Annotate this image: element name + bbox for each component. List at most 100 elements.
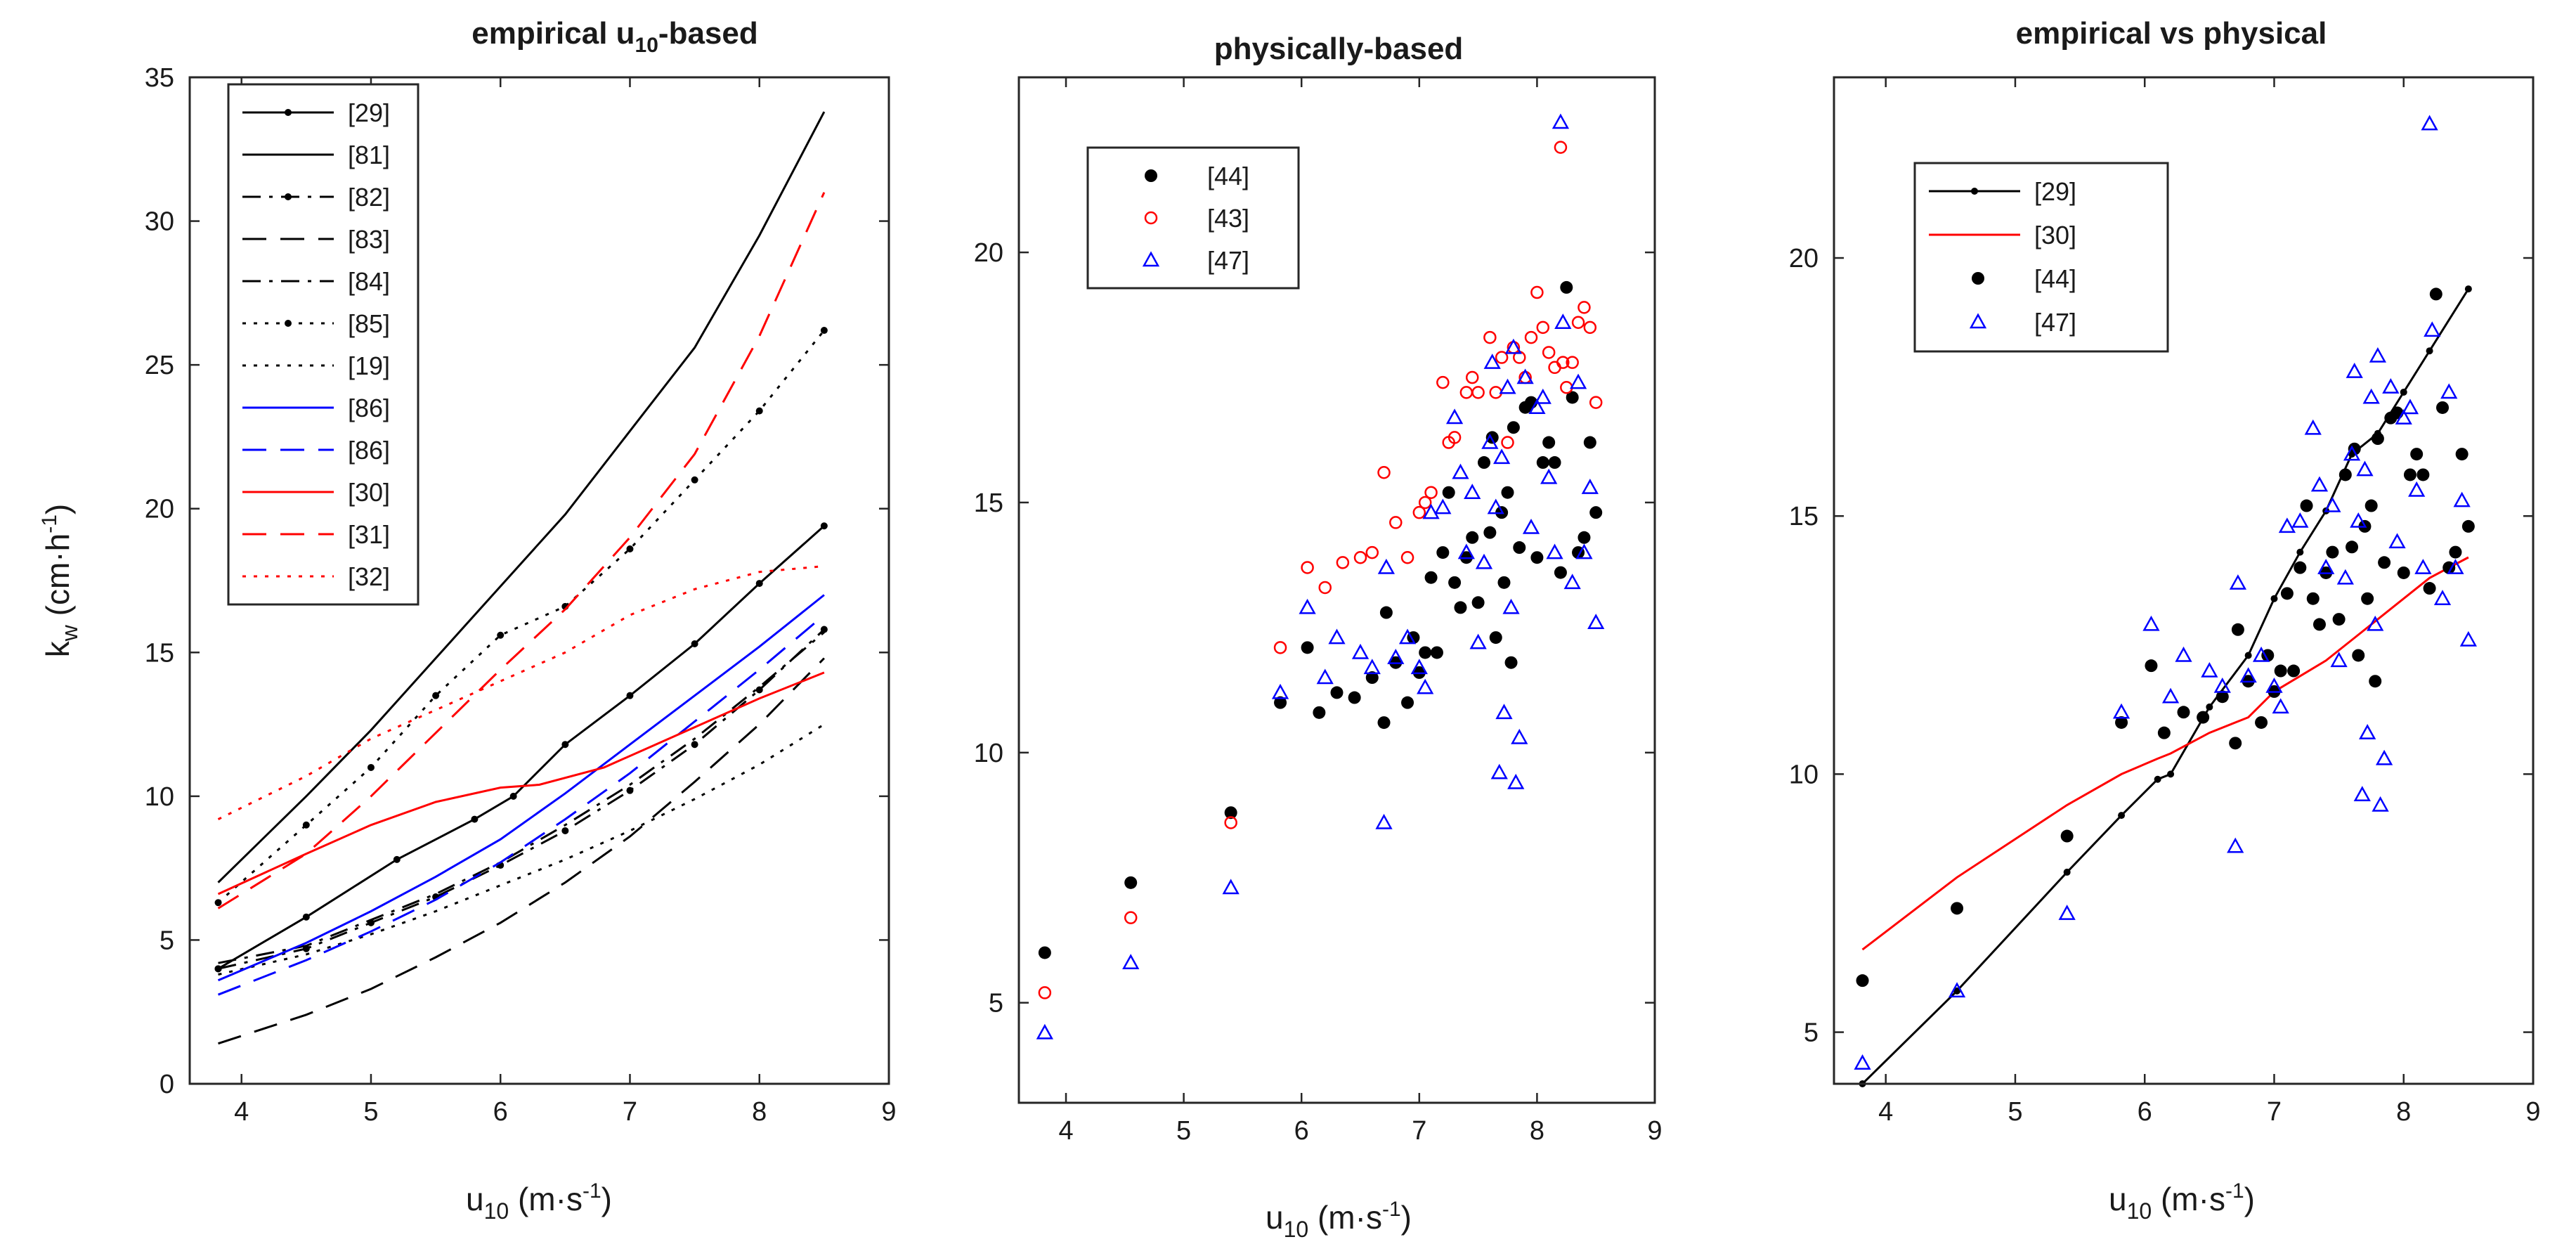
data-point (1124, 876, 1138, 889)
data-point (1477, 456, 1490, 470)
legend-label: [31] (348, 520, 390, 549)
x-tick-label: 5 (363, 1097, 378, 1127)
data-point (2369, 675, 2382, 688)
data-point (2201, 661, 2218, 678)
data-point (1571, 316, 1585, 329)
data-point (1854, 1054, 1871, 1070)
data-point (1471, 596, 1485, 609)
series-86 (217, 594, 825, 982)
x-axis-label: u10 (m·s-1) (466, 1179, 612, 1224)
data-point (2442, 561, 2456, 574)
y-tick-label: 5 (989, 989, 1003, 1018)
series-line (218, 628, 825, 970)
series-85 (214, 327, 828, 907)
plot-frame (1833, 76, 2535, 1085)
data-point (1953, 987, 1961, 995)
data-point (2367, 615, 2384, 631)
data-point (2361, 592, 2374, 605)
data-point (2336, 569, 2354, 585)
data-point (1301, 561, 1314, 574)
data-point (1301, 641, 1314, 654)
panel-title: empirical vs physical (2016, 16, 2327, 51)
series-line (217, 565, 825, 820)
data-point (2429, 287, 2442, 301)
data-point (1578, 301, 1591, 314)
data-point (1377, 558, 1396, 574)
data-point (1516, 368, 1534, 384)
data-point (1145, 169, 1157, 182)
y-tick-label: 5 (160, 926, 174, 955)
x-tick-label: 7 (623, 1097, 637, 1127)
data-point (1587, 614, 1605, 630)
data-point (1448, 431, 1462, 444)
legend-label: [81] (348, 141, 390, 169)
data-point (1448, 576, 1462, 589)
data-point (1318, 581, 1332, 595)
data-point (1522, 518, 1540, 534)
data-point (285, 109, 292, 116)
series-line (217, 614, 825, 996)
series-line (217, 111, 826, 883)
data-point (2265, 677, 2283, 693)
data-point (2197, 711, 2210, 724)
y-tick-label: 30 (145, 207, 174, 237)
series-44 (1038, 280, 1603, 959)
series-47 (1854, 115, 2477, 1070)
data-point (2362, 388, 2380, 404)
data-point (1575, 543, 1593, 559)
legend-item: [29] (1929, 177, 2076, 206)
data-point (1566, 356, 1579, 369)
data-point (1548, 456, 1561, 470)
x-tick-label: 4 (1878, 1097, 1893, 1127)
data-point (2206, 703, 2213, 711)
data-point (1578, 531, 1591, 544)
data-point (2372, 796, 2389, 812)
data-point (2449, 545, 2462, 559)
data-point (691, 640, 698, 648)
data-point (2423, 582, 2436, 595)
legend-item: [44] (1145, 162, 1249, 190)
data-point (1316, 668, 1334, 685)
data-point (1273, 641, 1287, 654)
data-point (1365, 671, 1379, 685)
data-point (2278, 517, 2296, 533)
data-point (2177, 706, 2190, 719)
legend-item: [84] (242, 267, 390, 296)
data-point (2216, 690, 2229, 704)
data-point (2424, 321, 2441, 337)
data-point (1387, 649, 1405, 664)
data-point (2229, 574, 2247, 590)
series-line (1861, 556, 2469, 951)
data-point (2167, 770, 2175, 778)
data-point (1969, 313, 1987, 329)
legend-label: [85] (348, 309, 390, 338)
legend-label: [86] (348, 394, 390, 422)
data-point (2326, 545, 2339, 559)
data-point (1351, 643, 1370, 659)
data-point (2310, 476, 2329, 492)
data-point (1540, 468, 1558, 484)
data-point (1330, 686, 1344, 699)
data-point (2161, 687, 2180, 704)
data-point (2455, 448, 2468, 461)
legend-item: [86] (242, 394, 390, 422)
data-point (1454, 601, 1467, 614)
data-point (214, 965, 222, 973)
data-point (2306, 592, 2320, 605)
data-point (1436, 375, 1450, 389)
series-81 (217, 111, 826, 883)
data-point (1501, 486, 1514, 499)
data-point (1442, 486, 1455, 499)
legend-label: [29] (2034, 177, 2076, 206)
data-point (626, 786, 634, 794)
data-point (1142, 251, 1160, 267)
data-point (302, 821, 310, 829)
data-point (691, 741, 698, 749)
legend-label: [86] (348, 436, 390, 465)
data-point (2112, 703, 2131, 719)
y-tick-label: 20 (1789, 244, 1819, 273)
panel-title: empirical u10-based (471, 16, 758, 57)
legend-item: [19] (242, 351, 390, 380)
legend-label: [30] (348, 478, 390, 507)
data-point (2332, 613, 2346, 626)
